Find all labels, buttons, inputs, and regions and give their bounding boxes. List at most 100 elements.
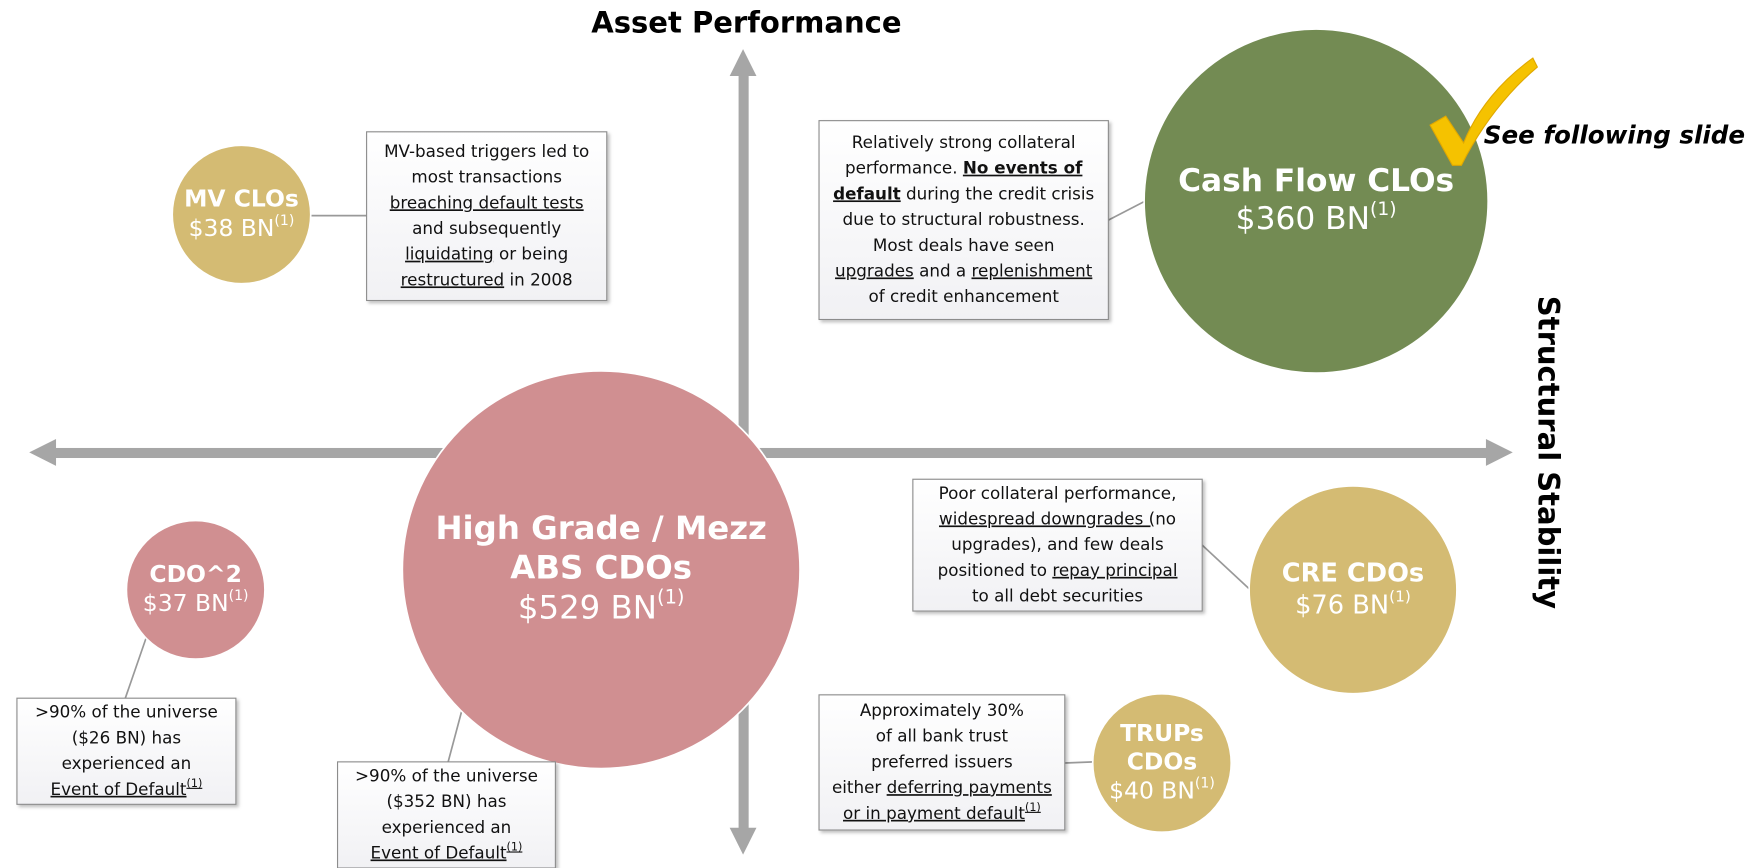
callout-text: positioned to <box>938 560 1053 580</box>
connector <box>1107 200 1146 221</box>
bubble-amount-line: $360 BN(1) <box>1236 199 1397 237</box>
callout-text: restructured <box>401 269 504 289</box>
bubble: Cash Flow CLOs$360 BN(1) <box>1143 28 1490 374</box>
callout-line: performance. No events of <box>845 158 1083 178</box>
footnote-marker: (1) <box>229 588 249 604</box>
callout-text: widespread downgrades ( <box>939 508 1155 528</box>
callout-line: widespread downgrades (no <box>939 508 1176 528</box>
callout-text: of all bank trust <box>876 726 1009 746</box>
callout-text: Relatively strong collateral <box>852 132 1076 152</box>
bubble-amount-line: $76 BN(1) <box>1295 587 1411 620</box>
bubble-name: TRUPs <box>1120 719 1204 747</box>
connector <box>1064 761 1094 764</box>
connectors <box>124 200 1250 764</box>
callout-line: due to structural robustness. <box>843 209 1085 229</box>
callout-line: positioned to repay principal <box>938 560 1178 580</box>
callout-text: replenishment <box>971 260 1092 280</box>
callout-line: restructured in 2008 <box>401 269 573 289</box>
callout-text: MV-based triggers led to <box>384 141 589 161</box>
callout: MV-based triggers led to most transaction… <box>366 131 608 302</box>
callout-text: and a <box>914 260 972 280</box>
callout-line: ($352 BN) has <box>386 791 506 811</box>
callout-text: experienced an <box>382 817 512 837</box>
bubble-name: CDO^2 <box>149 560 242 588</box>
connector <box>124 636 148 699</box>
callout-box <box>366 131 608 302</box>
horizontal-axis <box>44 447 1498 459</box>
arrow-right <box>1485 439 1513 466</box>
callout-text: in 2008 <box>504 269 573 289</box>
bubble-amount: $40 BN <box>1109 776 1195 804</box>
footnote-marker: (1) <box>1389 587 1411 605</box>
callout: Poor collateral performance, widespread d… <box>912 478 1203 612</box>
bubble-amount-line: $40 BN(1) <box>1109 776 1215 805</box>
callout-text: upgrades), and few deals <box>951 534 1164 554</box>
footnote-marker: (1) <box>274 213 294 229</box>
callout: Approximately 30% of all bank trust prefer… <box>818 694 1066 831</box>
bubble-amount: $38 BN <box>189 213 275 241</box>
callout-text: deferring payments <box>887 777 1052 797</box>
bubble-name: MV CLOs <box>184 185 299 213</box>
callout-line: experienced an <box>382 817 512 837</box>
bubble-amount-line: $529 BN(1) <box>518 585 685 626</box>
arrow-down <box>729 827 757 855</box>
callout-text: to all debt securities <box>972 586 1143 606</box>
callout-text: due to structural robustness. <box>843 209 1085 229</box>
bubble-amount: $76 BN <box>1295 590 1389 620</box>
callout-text: >90% of the universe <box>355 765 538 785</box>
bubble-name: Cash Flow CLOs <box>1178 163 1454 199</box>
connector <box>1201 544 1250 590</box>
callout-text: Event of Default <box>51 779 187 799</box>
callout-text: experienced an <box>62 753 192 773</box>
callout-line: Event of Default(1) <box>371 840 523 863</box>
bubble-name: CDOs <box>1127 747 1198 775</box>
callout-line: MV-based triggers led to <box>384 141 589 161</box>
callout-text: Event of Default <box>371 842 507 862</box>
checkmark <box>1429 57 1539 166</box>
callout-text: Most deals have seen <box>873 235 1055 255</box>
callout-line: most transactions <box>411 167 562 187</box>
callout: >90% of the universe ($352 BN) has experie… <box>336 761 556 868</box>
callout-text: repay principal <box>1052 560 1177 580</box>
callout: >90% of the universe ($26 BN) has experien… <box>16 697 237 805</box>
callout-box <box>818 694 1066 831</box>
callout-text: default <box>833 183 901 203</box>
callout-line: >90% of the universe <box>355 765 538 785</box>
callout-line: of credit enhancement <box>868 286 1059 306</box>
bubble-amount: $529 BN <box>518 588 657 626</box>
callout-text: preferred issuers <box>871 751 1013 771</box>
bubble-circle <box>171 144 312 285</box>
callout-box <box>912 478 1203 612</box>
callout-text: (1) <box>1025 800 1041 813</box>
footnote-marker: (1) <box>1195 776 1215 792</box>
callout-line: >90% of the universe <box>35 702 218 722</box>
arrow-left <box>29 439 57 466</box>
callout-text: and subsequently <box>412 218 561 238</box>
horizontal-axis-label: Structural Stability <box>1531 296 1565 609</box>
callout-text: No events of <box>963 158 1083 178</box>
callout-text: upgrades <box>835 260 914 280</box>
callout-text: no <box>1155 508 1176 528</box>
callout-line: liquidating or being <box>405 244 568 264</box>
callout-line: Poor collateral performance, <box>939 483 1177 503</box>
bubble-name: High Grade / Mezz <box>435 509 766 547</box>
bubble-circle <box>125 519 266 660</box>
callout-text: >90% of the universe <box>35 702 218 722</box>
callouts: MV-based triggers led to most transaction… <box>16 120 1203 868</box>
bubble: MV CLOs$38 BN(1) <box>171 144 312 285</box>
callout-line: breaching default tests <box>390 192 584 212</box>
footnote-marker: (1) <box>657 585 685 608</box>
callout-text: most transactions <box>411 167 562 187</box>
bubble: CDO^2$37 BN(1) <box>125 519 266 660</box>
callout-line: either deferring payments <box>832 777 1052 797</box>
callout-text: (1) <box>187 776 203 789</box>
bubble-circle <box>1248 485 1458 695</box>
footnote-marker: (1) <box>1370 199 1397 220</box>
callout-line: Approximately 30% <box>860 700 1024 720</box>
connector <box>447 711 463 763</box>
callout-line: of all bank trust <box>876 726 1009 746</box>
